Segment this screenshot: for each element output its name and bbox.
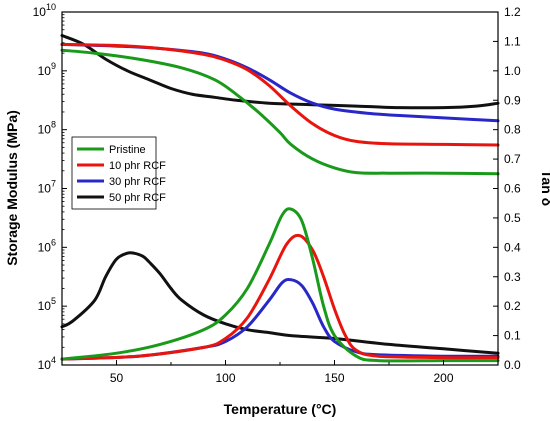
legend-label-pristine: Pristine	[109, 144, 146, 156]
50-phr-rcf-tan-delta-line	[60, 251, 500, 355]
right-axis-title: Tan δ	[539, 170, 550, 206]
right-tick-label: 0.3	[504, 270, 521, 284]
right-tick-label: 0.1	[504, 329, 521, 343]
right-tick-label: 0.8	[504, 123, 521, 137]
pristine-storage-modulus-line	[60, 48, 500, 176]
series-lines	[60, 34, 500, 363]
right-tick-label: 0.0	[504, 358, 521, 372]
left-tick-label: 1010	[33, 2, 56, 19]
x-tick-label: 50	[110, 371, 124, 385]
right-axis-ticks: 0.0 0.1 0.2 0.3 0.4 0.5 0.6 0.7 0.8 0.9 1.0 1.1 1.2	[493, 5, 521, 372]
x-axis-ticks: 50 100 150 200	[110, 360, 454, 385]
right-tick-label: 0.9	[504, 93, 521, 107]
left-tick-label: 108	[38, 120, 56, 137]
right-tick-label: 0.5	[504, 211, 521, 225]
right-tick-label: 1.1	[504, 34, 521, 48]
x-axis-title: Temperature (°C)	[224, 401, 337, 417]
x-tick-label: 100	[215, 371, 235, 385]
right-tick-label: 0.2	[504, 299, 521, 313]
left-axis-title: Storage Modulus (MPa)	[4, 110, 20, 266]
10-phr-rcf-storage-modulus-line	[60, 42, 500, 147]
left-tick-label: 104	[38, 355, 56, 372]
left-tick-label: 106	[38, 237, 56, 254]
left-tick-label: 105	[38, 296, 56, 313]
right-tick-label: 1.0	[504, 64, 521, 78]
left-axis-ticks: 104 105 106 107 108 109 1010	[33, 2, 67, 372]
legend-label-10-phr: 10 phr RCF	[109, 160, 166, 172]
legend-label-30-phr: 30 phr RCF	[109, 176, 166, 188]
pristine-tan-delta-line	[60, 207, 500, 363]
right-tick-label: 0.7	[504, 152, 521, 166]
left-tick-label: 109	[38, 61, 56, 78]
left-tick-label: 107	[38, 179, 56, 196]
legend: Pristine 10 phr RCF 30 phr RCF 50 phr RC…	[71, 136, 166, 210]
right-tick-label: 1.2	[504, 5, 521, 19]
right-tick-label: 0.4	[504, 240, 521, 254]
10-phr-rcf-tan-delta-line	[60, 233, 500, 361]
x-tick-label: 200	[433, 371, 453, 385]
right-tick-label: 0.6	[504, 182, 521, 196]
x-tick-label: 150	[324, 371, 344, 385]
legend-label-50-phr: 50 phr RCF	[109, 192, 166, 204]
50-phr-rcf-tan-delta-upper-line	[60, 34, 500, 110]
